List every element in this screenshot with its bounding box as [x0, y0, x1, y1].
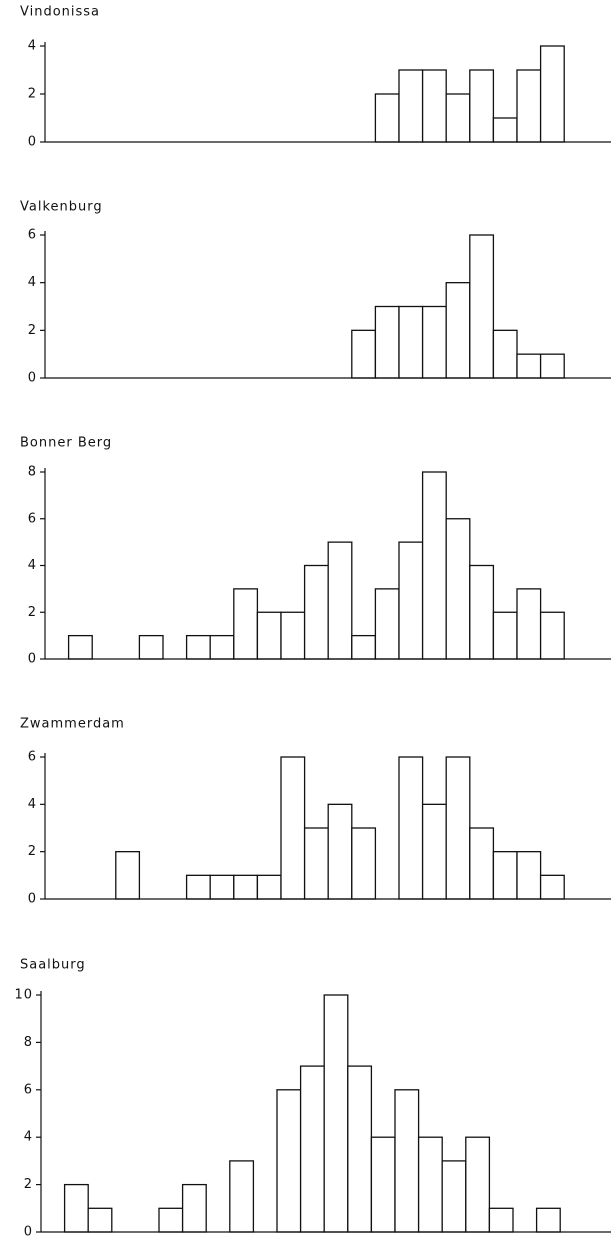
y-tick-label: 6 [28, 750, 37, 765]
bar [280, 611, 306, 660]
bar [516, 69, 542, 143]
y-tick-label: 0 [28, 652, 37, 667]
bar [539, 611, 565, 660]
chart-title: Vindonissa [20, 5, 100, 20]
bar [539, 353, 565, 379]
bar [469, 69, 495, 143]
bar [421, 69, 447, 143]
y-tick-label: 6 [28, 511, 37, 526]
y-tick-label: 2 [28, 605, 37, 620]
bar [351, 827, 377, 900]
bar [469, 564, 495, 660]
bar [351, 634, 377, 660]
bar [394, 1089, 420, 1233]
y-tick-label: 6 [24, 1082, 33, 1097]
bar [492, 329, 518, 379]
bar [276, 1089, 302, 1233]
bar [256, 874, 282, 900]
bar [323, 994, 349, 1233]
chart-title: Valkenburg [20, 200, 103, 215]
bar [492, 611, 518, 660]
bar [347, 1065, 373, 1233]
y-tick-label: 8 [28, 465, 37, 480]
bar [374, 305, 400, 379]
bar [535, 1207, 561, 1233]
y-tick-label: 4 [28, 558, 37, 573]
chart-title: Bonner Berg [20, 436, 112, 451]
bar [441, 1160, 467, 1233]
bar [158, 1207, 184, 1233]
y-tick-label: 2 [28, 87, 37, 102]
bar [398, 541, 424, 660]
bar [445, 518, 471, 660]
bar [492, 117, 518, 143]
bar [374, 93, 400, 143]
bar [417, 1136, 443, 1233]
bar [488, 1207, 514, 1233]
y-tick-label: 10 [14, 988, 33, 1003]
bar [421, 305, 447, 379]
bar [351, 329, 377, 379]
y-tick-label: 2 [24, 1177, 33, 1192]
y-tick-label: 8 [24, 1035, 33, 1050]
bar [398, 69, 424, 143]
y-tick-label: 0 [28, 892, 37, 907]
bar [469, 234, 495, 379]
bar [280, 756, 306, 900]
y-tick-label: 0 [28, 371, 37, 386]
bar [445, 93, 471, 143]
bar [327, 541, 353, 660]
bar [398, 756, 424, 900]
bar [492, 851, 518, 900]
bar [138, 634, 164, 660]
y-tick-label: 4 [24, 1130, 33, 1145]
bar [469, 827, 495, 900]
bar [445, 756, 471, 900]
bar [421, 471, 447, 660]
chart-title: Zwammerdam [20, 717, 125, 732]
bar [370, 1136, 396, 1233]
bar [539, 874, 565, 900]
bar [63, 1183, 89, 1233]
bar [87, 1207, 113, 1233]
y-tick-label: 4 [28, 797, 37, 812]
bar [299, 1065, 325, 1233]
bar [209, 874, 235, 900]
y-tick-label: 2 [28, 844, 37, 859]
y-tick-label: 2 [28, 323, 37, 338]
bar [398, 305, 424, 379]
y-tick-label: 4 [28, 39, 37, 54]
bar [185, 634, 211, 660]
bar [256, 611, 282, 660]
bar [421, 803, 447, 900]
bar [233, 874, 259, 900]
bar [516, 353, 542, 379]
y-tick-label: 0 [24, 1225, 33, 1238]
bar [181, 1183, 207, 1233]
bar [67, 634, 93, 660]
bar [374, 588, 400, 660]
bar [229, 1160, 255, 1233]
bar [303, 827, 329, 900]
chart-title: Saalburg [20, 958, 86, 973]
bar [539, 45, 565, 143]
bar [185, 874, 211, 900]
bar [445, 282, 471, 379]
bar [327, 803, 353, 900]
bar [465, 1136, 491, 1233]
bar [303, 564, 329, 660]
y-tick-label: 6 [28, 228, 37, 243]
bar [233, 588, 259, 660]
y-tick-label: 4 [28, 275, 37, 290]
bar [115, 851, 141, 900]
y-tick-label: 0 [28, 135, 37, 150]
bar [209, 634, 235, 660]
bar [516, 851, 542, 900]
bar [516, 588, 542, 660]
